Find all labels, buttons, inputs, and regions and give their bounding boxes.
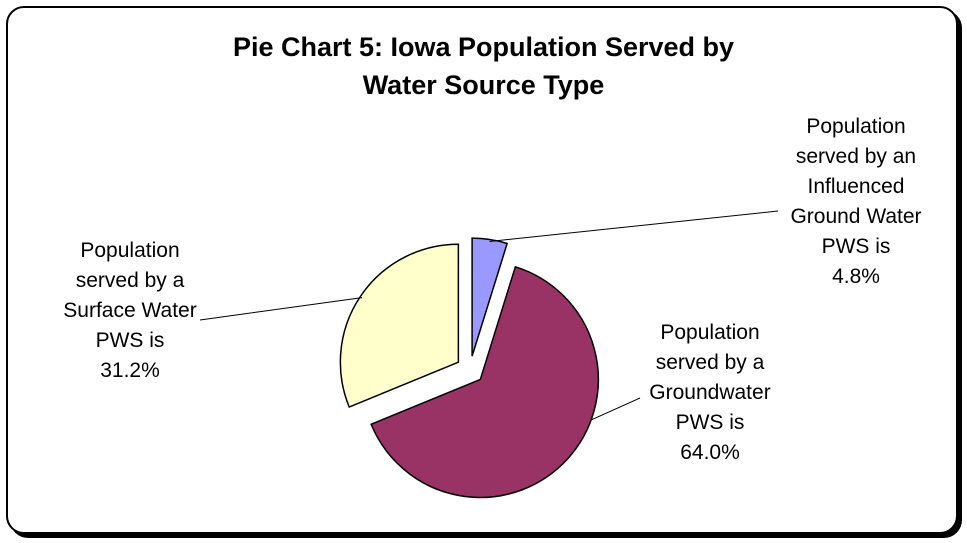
label-groundwater-line-3: Groundwater — [649, 381, 771, 404]
slice-groundwater — [370, 265, 600, 499]
label-surface-water: Population served by a Surface Water PWS… — [30, 236, 230, 386]
label-influenced-line-1: Population — [806, 115, 906, 138]
label-surface-line-5: 31.2% — [100, 359, 160, 382]
label-surface-line-4: PWS is — [95, 329, 165, 352]
label-influenced-line-3: Influenced — [807, 175, 905, 198]
label-influenced-groundwater: Population served by an Influenced Groun… — [756, 112, 956, 292]
chart-title: Pie Chart 5: Iowa Population Served by W… — [0, 28, 967, 104]
label-surface-line-1: Population — [80, 239, 180, 262]
slice-influenced-groundwater — [471, 237, 509, 357]
label-influenced-line-6: 4.8% — [832, 265, 880, 288]
slice-surface-water — [339, 243, 460, 408]
label-groundwater: Population served by a Groundwater PWS i… — [610, 318, 810, 468]
label-influenced-line-4: Ground Water — [790, 205, 922, 228]
label-groundwater-line-4: PWS is — [675, 411, 745, 434]
leader-line-groundwater — [590, 397, 641, 421]
label-influenced-line-5: PWS is — [821, 235, 891, 258]
chart-title-line-1: Pie Chart 5: Iowa Population Served by — [232, 32, 735, 62]
chart-title-line-2: Water Source Type — [362, 70, 605, 100]
leader-line-influenced — [489, 210, 779, 242]
label-surface-line-2: served by a — [75, 269, 185, 292]
label-surface-line-3: Surface Water — [63, 299, 197, 322]
label-groundwater-line-2: served by a — [655, 351, 765, 374]
label-groundwater-line-5: 64.0% — [680, 441, 740, 464]
label-groundwater-line-1: Population — [660, 321, 760, 344]
label-influenced-line-2: served by an — [795, 145, 917, 168]
leader-line-surface-water — [199, 297, 363, 321]
